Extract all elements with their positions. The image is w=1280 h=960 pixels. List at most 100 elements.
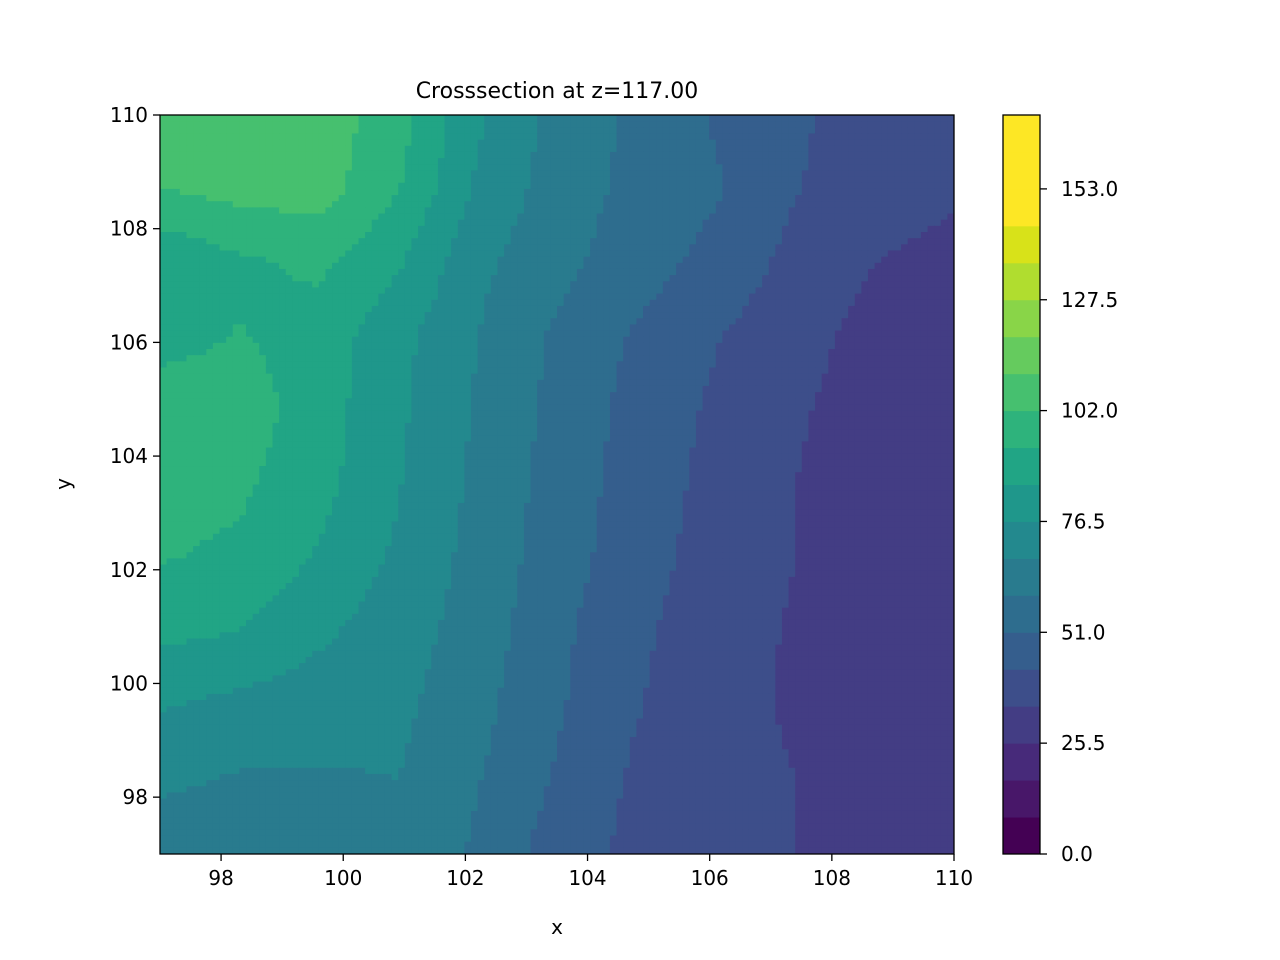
contour-cell <box>636 232 644 239</box>
contour-cell <box>378 244 386 252</box>
contour-cell <box>398 349 406 356</box>
contour-cell <box>391 213 399 221</box>
contour-cell <box>596 158 604 165</box>
contour-fill <box>160 115 954 854</box>
contour-cell <box>722 268 730 276</box>
contour-cell <box>298 139 307 147</box>
contour-cell <box>557 361 565 369</box>
contour-cell <box>616 219 624 227</box>
contour-cell <box>384 293 393 301</box>
contour-cell <box>470 318 479 325</box>
contour-cell <box>246 219 254 227</box>
contour-cell <box>206 201 214 208</box>
contour-cell <box>715 225 724 233</box>
contour-cell <box>312 176 320 184</box>
contour-cell <box>285 225 293 233</box>
contour-cell <box>332 115 340 122</box>
contour-cell <box>424 188 432 196</box>
contour-cell <box>232 256 240 264</box>
contour-cell <box>656 355 664 362</box>
contour-cell <box>907 342 915 350</box>
contour-cell <box>232 195 240 202</box>
contour-cell <box>662 312 671 319</box>
contour-cell <box>305 121 313 128</box>
contour-cell <box>649 287 657 295</box>
contour-cell <box>649 121 657 128</box>
contour-cell <box>279 318 287 325</box>
contour-cell <box>828 281 836 289</box>
contour-cell <box>451 182 459 190</box>
contour-cell <box>689 182 697 190</box>
contour-cell <box>398 195 406 202</box>
contour-cell <box>510 367 518 375</box>
contour-cell <box>841 355 849 362</box>
contour-cell <box>391 342 399 350</box>
contour-cell <box>166 342 174 350</box>
contour-cell <box>927 299 935 307</box>
contour-cell <box>517 268 525 276</box>
contour-cell <box>338 305 346 313</box>
contour-cell <box>226 139 234 147</box>
contour-cell <box>550 244 558 252</box>
contour-cell <box>636 305 644 313</box>
contour-cell <box>510 312 518 319</box>
contour-cell <box>821 318 829 325</box>
contour-cell <box>398 312 406 319</box>
contour-cell <box>186 115 194 122</box>
contour-cell <box>828 262 836 270</box>
contour-cell <box>517 244 525 252</box>
contour-cell <box>563 207 571 215</box>
contour-cell <box>272 121 280 128</box>
contour-cell <box>881 213 889 221</box>
contour-cell <box>775 262 783 270</box>
contour-cell <box>424 201 432 208</box>
contour-cell <box>781 293 790 301</box>
contour-cell <box>927 268 935 276</box>
contour-cell <box>272 349 280 356</box>
contour-cell <box>854 188 862 196</box>
contour-cell <box>815 139 823 147</box>
contour-cell <box>609 262 618 270</box>
contour-cell <box>901 238 909 245</box>
contour-cell <box>285 127 293 135</box>
contour-cell <box>795 127 803 135</box>
contour-cell <box>887 115 896 122</box>
contour-cell <box>424 262 432 270</box>
contour-cell <box>590 115 598 122</box>
contour-cell <box>742 238 750 245</box>
contour-cell <box>629 318 637 325</box>
contour-cell <box>808 182 816 190</box>
contour-cell <box>477 244 485 252</box>
contour-cell <box>470 170 479 178</box>
contour-cell <box>689 318 697 325</box>
contour-cell <box>418 133 426 141</box>
contour-cell <box>689 330 697 338</box>
contour-cell <box>160 219 168 227</box>
contour-cell <box>643 207 651 215</box>
contour-cell <box>219 250 227 258</box>
contour-cell <box>398 287 406 295</box>
contour-cell <box>517 195 525 202</box>
contour-cell <box>768 355 776 362</box>
contour-cell <box>788 361 796 369</box>
contour-cell <box>609 170 618 178</box>
contour-cell <box>384 262 393 270</box>
contour-cell <box>649 318 657 325</box>
contour-cell <box>437 349 446 356</box>
contour-cell <box>583 336 591 344</box>
contour-cell <box>649 238 657 245</box>
contour-cell <box>649 213 657 221</box>
contour-cell <box>934 139 942 147</box>
contour-cell <box>173 195 181 202</box>
contour-cell <box>212 275 221 282</box>
contour-cell <box>378 361 386 369</box>
contour-cell <box>305 232 313 239</box>
contour-cell <box>365 176 373 184</box>
contour-cell <box>550 349 558 356</box>
contour-cell <box>212 207 221 215</box>
contour-cell <box>662 176 671 184</box>
contour-cell <box>901 262 909 270</box>
contour-cell <box>795 305 803 313</box>
contour-cell <box>616 305 624 313</box>
contour-cell <box>762 349 770 356</box>
